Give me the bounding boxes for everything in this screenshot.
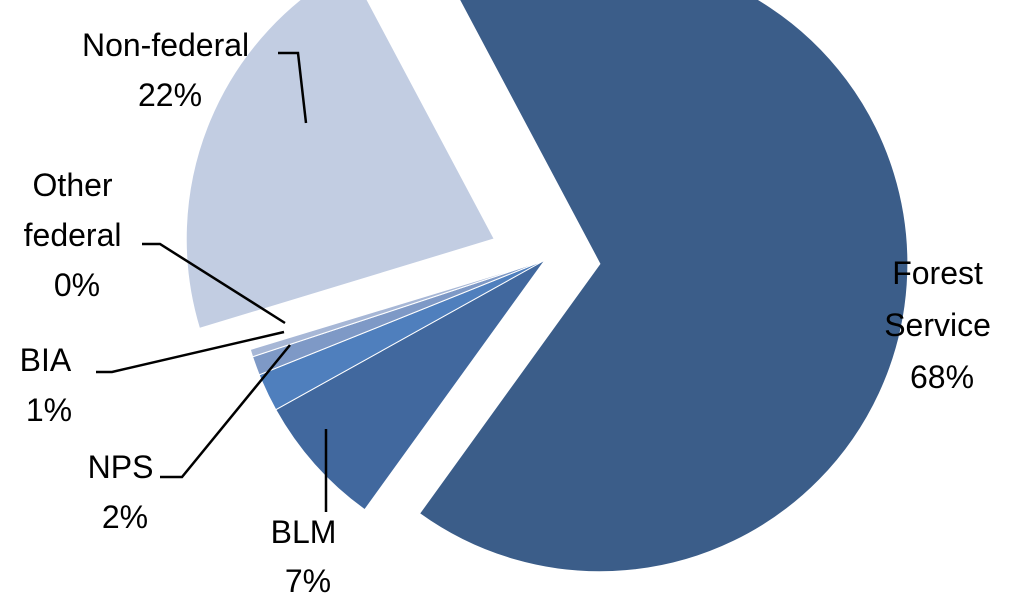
slice-label-nps: NPS 2% bbox=[88, 449, 163, 535]
leader-line-bia bbox=[96, 330, 285, 374]
pie-slice-non-federal bbox=[185, 0, 495, 330]
slice-label-bia: BIA 1% bbox=[20, 342, 79, 428]
pie-slice-other-federal bbox=[249, 259, 546, 358]
leader-line-other-federal bbox=[142, 242, 286, 325]
slice-label-forest-service: Forest Service 68% bbox=[884, 255, 1000, 395]
leader-line-non-federal bbox=[278, 51, 308, 124]
slice-label-non-federal: Non-federal 22% bbox=[82, 27, 258, 113]
pie-slice-forest-service bbox=[418, 0, 909, 573]
slice-label-other-federal: Other federal 0% bbox=[24, 167, 131, 303]
slice-label-blm: BLM 7% bbox=[271, 514, 346, 597]
pie-slice-blm bbox=[275, 259, 546, 511]
slices-group bbox=[185, 0, 909, 573]
leader-line-nps bbox=[160, 344, 291, 479]
